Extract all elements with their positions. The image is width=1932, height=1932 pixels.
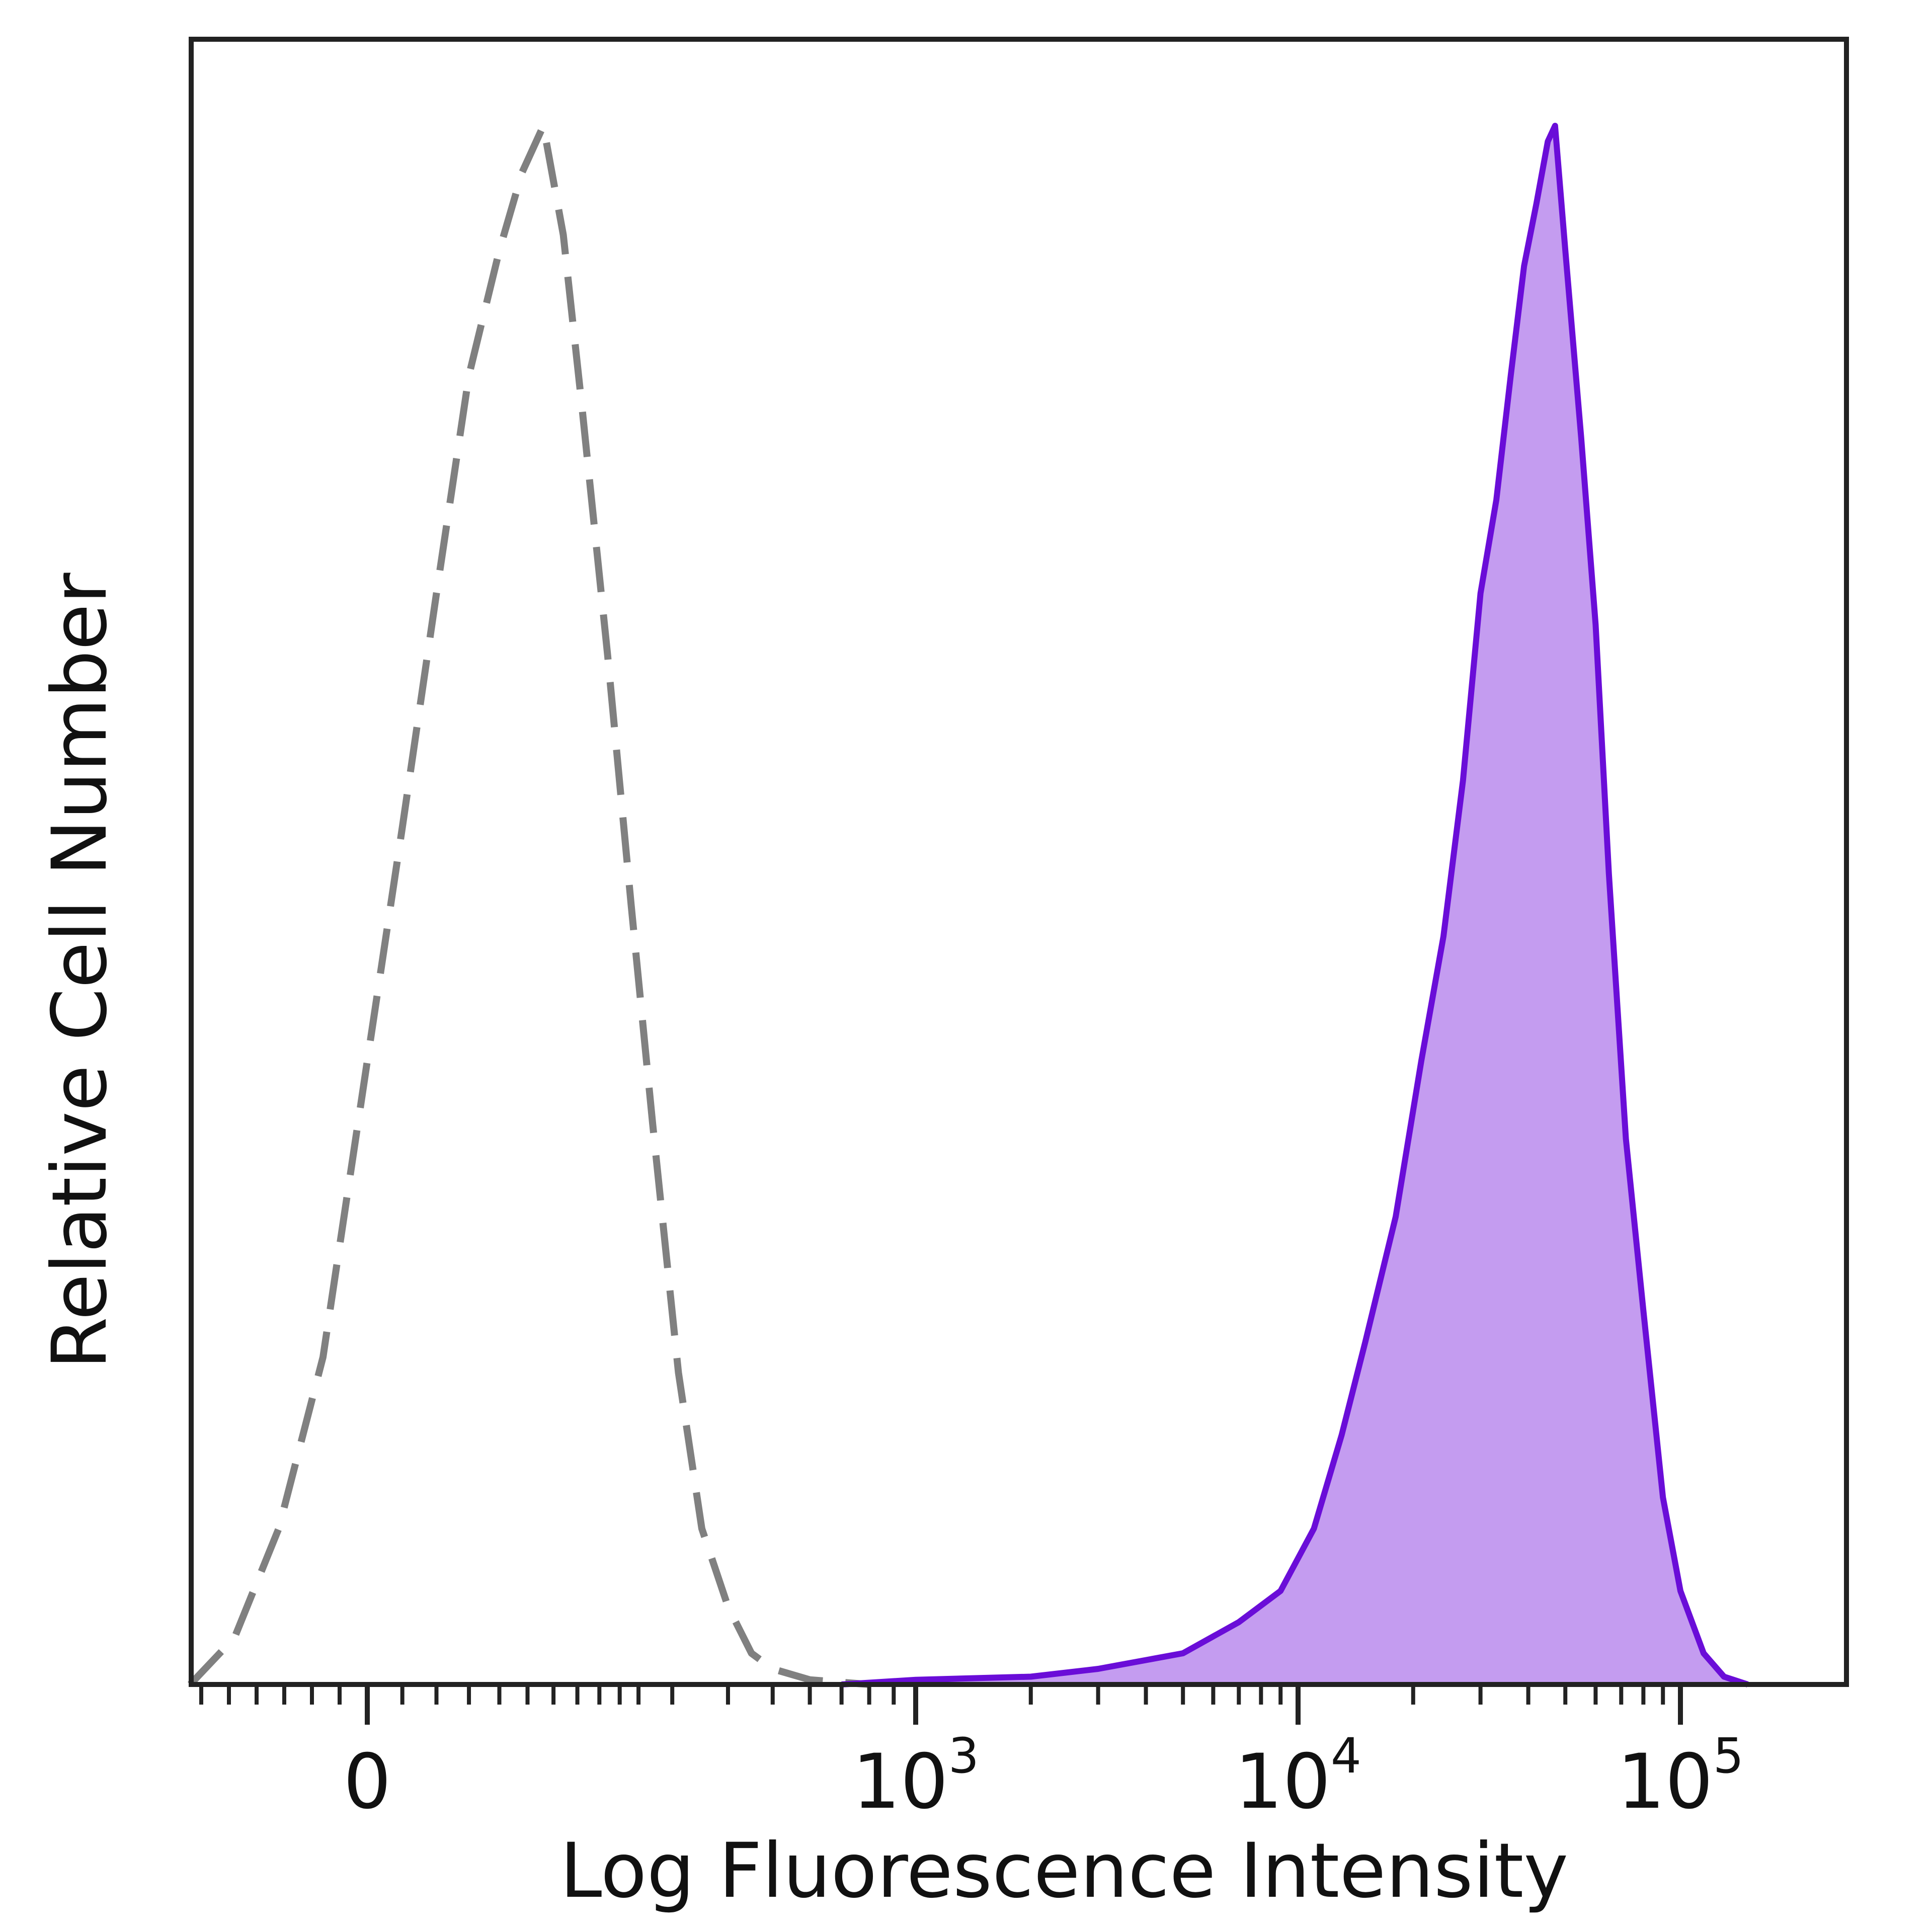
- x-tick-label: 105: [1617, 1728, 1744, 1826]
- stained-histogram-fill: [841, 126, 1748, 1684]
- x-axis-label: Log Fluorescence Intensity: [560, 1827, 1568, 1915]
- stained-histogram-line: [841, 123, 1749, 1687]
- y-axis-label: Relative Cell Number: [36, 573, 124, 1370]
- plot-frame: [189, 37, 1849, 1687]
- x-tick-label: 104: [1235, 1728, 1361, 1826]
- x-tick-label: 103: [852, 1728, 979, 1826]
- x-tick-label: 0: [343, 1738, 391, 1826]
- control-histogram-line: [187, 122, 870, 1688]
